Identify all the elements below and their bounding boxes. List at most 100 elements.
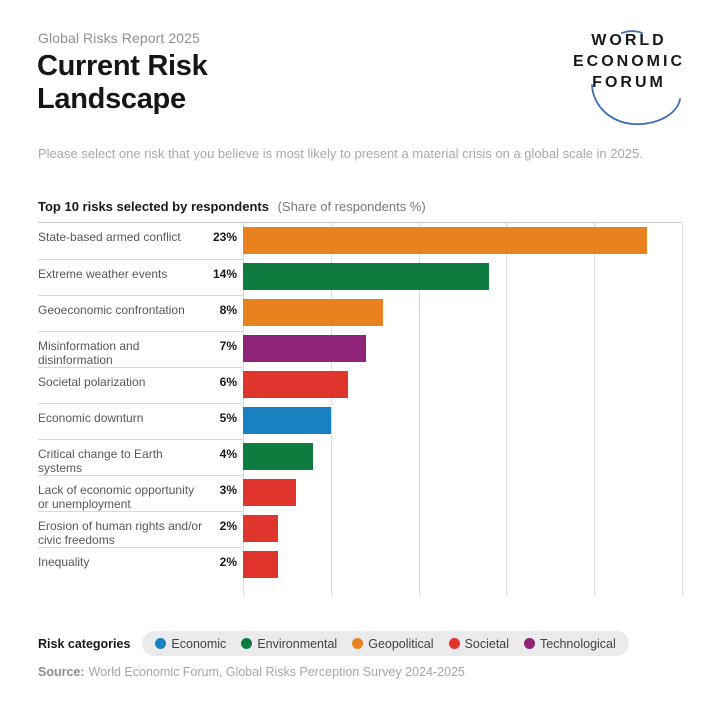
row-label-area: Lack of economic opportunity or unemploy… <box>38 475 243 511</box>
chart-row: Critical change to Earth systems 4% <box>38 439 682 475</box>
source-line: Source: World Economic Forum, Global Risk… <box>38 665 465 679</box>
source-text: World Economic Forum, Global Risks Perce… <box>88 665 465 679</box>
risk-value-label: 3% <box>219 483 237 497</box>
risk-bar <box>243 335 366 362</box>
row-plot-area <box>243 295 682 331</box>
row-plot-area <box>243 259 682 295</box>
category-color-dot-icon <box>524 638 536 649</box>
row-plot-area <box>243 367 682 403</box>
legend-item: Geopolitical <box>352 636 434 651</box>
chart-row: State-based armed conflict 23% <box>38 223 682 259</box>
legend-item: Economic <box>155 637 226 651</box>
risk-label: Erosion of human rights and/or civic fre… <box>38 519 203 547</box>
wef-logo-line2: ECONOMIC <box>573 53 685 70</box>
row-label-area: Geoeconomic confrontation 8% <box>38 295 243 331</box>
row-label-area: Extreme weather events 14% <box>38 259 243 295</box>
legend-item-label: Geopolitical <box>368 636 434 651</box>
risk-value-label: 2% <box>219 555 237 569</box>
risk-bar <box>243 299 384 326</box>
row-label-area: Critical change to Earth systems 4% <box>38 439 243 475</box>
category-color-dot-icon <box>241 638 253 649</box>
risk-bar <box>243 515 279 542</box>
risk-label: State-based armed conflict <box>38 230 181 244</box>
gridline-20 <box>594 223 596 596</box>
chart-heading: Top 10 risks selected by respondents (Sh… <box>38 199 426 214</box>
category-color-dot-icon <box>155 638 167 649</box>
row-label-area: Inequality 2% <box>38 547 243 583</box>
row-label-area: Economic downturn 5% <box>38 403 243 439</box>
wef-logo-line3: FORUM <box>592 74 666 91</box>
risk-label: Critical change to Earth systems <box>38 447 163 475</box>
chart-row: Economic downturn 5% <box>38 403 682 439</box>
row-plot-area <box>243 547 682 583</box>
chart-row: Inequality 2% <box>38 547 682 583</box>
row-label-area: Misinformation and disinformation 7% <box>38 331 243 367</box>
risk-label: Extreme weather events <box>38 267 168 281</box>
risk-bar <box>243 227 647 254</box>
chart-row: Societal polarization 6% <box>38 367 682 403</box>
chart-row: Extreme weather events 14% <box>38 259 682 295</box>
risk-label: Economic downturn <box>38 411 144 425</box>
risk-categories-legend: Risk categories Economic Environmental G… <box>38 631 629 656</box>
gridline-5 <box>330 223 332 596</box>
chart-rows: State-based armed conflict 23% Extreme w… <box>38 223 682 583</box>
category-color-dot-icon <box>448 638 460 649</box>
wef-logo: WORLD ECONOMIC FORUM <box>556 30 702 130</box>
chart-row: Misinformation and disinformation 7% <box>38 331 682 367</box>
risk-bar <box>243 263 489 290</box>
risk-value-label: 7% <box>219 339 237 353</box>
category-color-dot-icon <box>352 638 364 649</box>
row-label-area: Societal polarization 6% <box>38 367 243 403</box>
row-plot-area <box>243 403 682 439</box>
risk-value-label: 5% <box>219 411 237 425</box>
row-plot-area <box>243 511 682 547</box>
chart-units-note: (Share of respondents %) <box>277 199 426 214</box>
row-plot-area <box>243 475 682 511</box>
risk-value-label: 6% <box>219 375 237 389</box>
row-label-area: Erosion of human rights and/or civic fre… <box>38 511 243 547</box>
survey-question: Please select one risk that you believe … <box>38 146 643 161</box>
legend-item: Environmental <box>241 637 337 651</box>
gridline-10 <box>418 223 420 596</box>
page-title: Current Risk Landscape <box>37 50 208 116</box>
risk-bar <box>243 443 314 470</box>
page-title-line1: Current Risk <box>37 50 208 82</box>
risk-value-label: 14% <box>212 267 237 281</box>
wef-logo-line1: WORLD <box>591 32 667 49</box>
legend-item-label: Economic <box>171 636 227 651</box>
risk-value-label: 8% <box>219 303 237 317</box>
risk-value-label: 23% <box>212 230 237 244</box>
wef-logo-text: WORLD ECONOMIC FORUM <box>556 30 702 93</box>
row-plot-area <box>243 331 682 367</box>
chart-row: Lack of economic opportunity or unemploy… <box>38 475 682 511</box>
chart-row: Erosion of human rights and/or civic fre… <box>38 511 682 547</box>
legend-pill: Economic Environmental Geopolitical Soci… <box>142 631 629 656</box>
wef-logo-arc-icon <box>591 30 681 125</box>
source-label: Source: <box>38 665 85 679</box>
risk-label: Inequality <box>38 555 90 569</box>
risk-label: Lack of economic opportunity or unemploy… <box>38 483 195 511</box>
risk-label: Societal polarization <box>38 375 146 389</box>
legend-item-label: Environmental <box>257 636 338 651</box>
risk-bar <box>243 407 331 434</box>
risk-bar <box>243 371 349 398</box>
legend-item-label: Technological <box>540 636 616 651</box>
risk-value-label: 2% <box>219 519 237 533</box>
row-plot-area <box>243 223 682 259</box>
legend-label: Risk categories <box>38 636 131 651</box>
risk-label: Geoeconomic confrontation <box>38 303 185 317</box>
risk-value-label: 4% <box>219 447 237 461</box>
risk-bar <box>243 479 296 506</box>
risk-label: Misinformation and disinformation <box>38 339 140 367</box>
legend-item-label: Societal <box>464 636 510 651</box>
risk-bar <box>243 551 279 578</box>
page-title-line2: Landscape <box>37 83 186 115</box>
top10-risks-bar-chart: State-based armed conflict 23% Extreme w… <box>38 222 683 596</box>
chart-row: Geoeconomic confrontation 8% <box>38 295 682 331</box>
gridline-25 <box>682 223 683 596</box>
report-eyebrow: Global Risks Report 2025 <box>38 30 200 46</box>
legend-item: Societal <box>448 636 510 651</box>
legend-item: Technological <box>524 637 616 651</box>
gridline-15 <box>506 223 508 596</box>
